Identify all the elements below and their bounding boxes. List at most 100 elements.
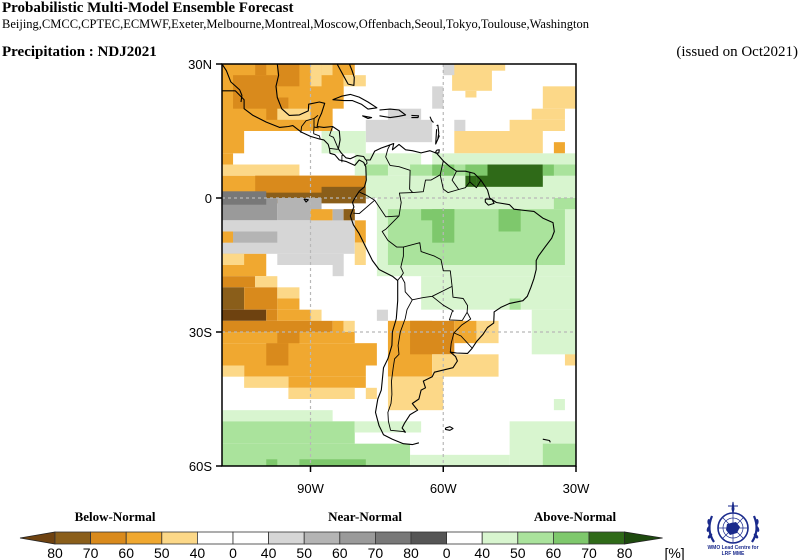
cell-n40 [277,253,344,265]
colorbar-tick-label: 70 [83,545,99,560]
cell-a70 [476,164,543,187]
colorbar-tick-label: 40 [261,545,277,560]
colorbar-box [410,531,447,545]
cell-a50 [387,209,565,265]
island-outline [435,124,440,145]
coastline [362,115,373,120]
island-outline [444,426,454,431]
wmo-logo-caption: WMO Lead Centre for LRF MME [693,545,773,557]
wmo-logo-icon [706,501,760,544]
cell-b40 [387,376,444,411]
cell-a60 [421,209,455,221]
cell-n40 [454,119,466,131]
cell-b40 [277,108,311,120]
colorbar-tick-label: 50 [154,545,170,560]
colorbar-tick-label: 0 [443,545,451,560]
colorbar-box [446,531,483,545]
colorbar-tick-label: 60 [118,545,134,560]
country-border [364,159,368,167]
colorbar-unit: [%] [664,545,684,560]
cell-b40 [277,287,300,299]
country-border [385,144,414,193]
coastline [332,93,378,110]
map-frame [221,63,577,467]
cell-a40 [432,153,576,165]
colorbar-box [588,531,625,545]
cell-a60 [299,459,366,466]
cell-n50 [233,231,278,243]
cell-b40 [354,242,366,265]
axis-ticks: 30N 0 30S 60S 90W 60W 30W [188,57,590,496]
cell-b40 [454,131,543,154]
cell-b40 [343,75,366,87]
cell-b60 [255,64,267,76]
cell-a60 [465,164,488,176]
country-border [451,171,471,190]
cell-b50 [277,309,311,321]
island-outline [542,438,551,443]
coastline [336,64,355,86]
colorbar: 80 70 60 50 40 0 40 50 60 70 80 0 40 50 60 70 80 [%] [19,531,685,560]
cell-a40 [553,399,565,411]
lat-tick-label: 0 [205,191,212,206]
cell-a60 [266,459,278,466]
colorbar-box [303,531,341,545]
lon-tick-label: 60W [430,481,457,496]
country-border [431,286,469,321]
colorbar-box [125,531,163,545]
cell-b40 [310,309,322,321]
country-border [359,191,413,218]
lon-tick-label: 30W [563,481,590,496]
colorbar-box [553,531,590,545]
cell-a40 [421,276,576,310]
cell-b70 [343,209,355,221]
colorbar-box [517,531,554,545]
country-border [449,312,472,353]
cell-n40 [365,119,433,143]
country-border [400,242,453,301]
cell-b60 [266,343,289,366]
cell-a60 [432,164,455,176]
coastline [222,90,420,446]
cell-a50 [553,198,576,210]
cell-b50 [222,231,234,243]
colorbar-box [339,531,376,545]
cell-b60 [244,287,278,310]
below-normal-label: Below-Normal [74,509,156,524]
colorbar-tick-label: 80 [617,545,633,560]
cell-a50 [222,421,355,444]
colorbar-tick-label: 50 [296,545,312,560]
cell-b60 [277,64,300,87]
colorbar-tick-label: 80 [403,545,419,560]
cell-b40 [222,253,245,265]
colorbar-tick-label: 40 [474,545,490,560]
cell-b40 [222,164,300,176]
probability-cells [222,64,576,466]
colorbar-box [481,531,519,545]
cell-b50 [222,343,377,366]
cell-b40 [310,64,322,87]
cell-a60 [542,164,554,176]
logo-line-1: WMO Lead Centre for [707,545,759,551]
cell-b40 [255,276,278,288]
cell-b50 [277,298,300,310]
coastline [365,142,555,433]
cell-n70 [222,191,267,205]
lat-tick-label: 30N [188,57,212,72]
contributing-centres: Beijing,CMCC,CPTEC,ECMWF,Exeter,Melbourn… [2,17,589,31]
cell-b40 [222,365,245,377]
cell-b50 [553,142,565,154]
cell-a70 [465,175,477,187]
cell-b70 [222,287,245,310]
colorbar-box [196,531,234,545]
variable-season-label: Precipitation : NDJ2021 [2,44,157,60]
colorbar-tick-label: 50 [510,545,526,560]
colorbar-tick-label: 70 [368,545,384,560]
above-normal-label: Above-Normal [533,509,617,524]
cell-b40 [509,119,565,131]
island-outline [303,198,309,203]
cell-b40 [542,86,576,109]
cell-b40 [365,387,377,399]
cell-b40 [288,387,355,399]
island-outline [429,116,434,123]
